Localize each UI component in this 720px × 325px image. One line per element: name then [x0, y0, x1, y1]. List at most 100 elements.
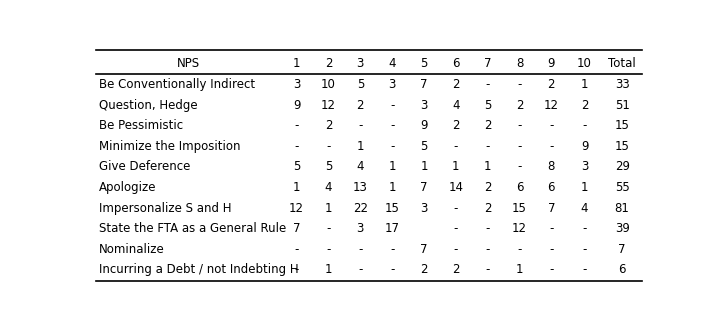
- Text: 1: 1: [325, 263, 332, 276]
- Text: Question, Hedge: Question, Hedge: [99, 98, 198, 111]
- Text: State the FTA as a General Rule: State the FTA as a General Rule: [99, 222, 287, 235]
- Text: -: -: [517, 243, 522, 256]
- Text: -: -: [582, 243, 587, 256]
- Text: 15: 15: [615, 140, 629, 153]
- Text: 1: 1: [293, 181, 300, 194]
- Text: 3: 3: [293, 78, 300, 91]
- Text: Give Deference: Give Deference: [99, 160, 191, 173]
- Text: -: -: [485, 263, 490, 276]
- Text: -: -: [485, 243, 490, 256]
- Text: 5: 5: [484, 98, 491, 111]
- Text: 33: 33: [615, 78, 629, 91]
- Text: 9: 9: [420, 119, 428, 132]
- Text: -: -: [549, 222, 554, 235]
- Text: 12: 12: [512, 222, 527, 235]
- Text: 1: 1: [293, 58, 300, 71]
- Text: 4: 4: [325, 181, 332, 194]
- Text: 7: 7: [420, 181, 428, 194]
- Text: 4: 4: [388, 58, 396, 71]
- Text: 1: 1: [516, 263, 523, 276]
- Text: 7: 7: [484, 58, 491, 71]
- Text: 1: 1: [581, 181, 588, 194]
- Text: Total: Total: [608, 58, 636, 71]
- Text: 1: 1: [388, 160, 396, 173]
- Text: 1: 1: [452, 160, 459, 173]
- Text: 2: 2: [484, 181, 491, 194]
- Text: Impersonalize S and H: Impersonalize S and H: [99, 202, 232, 214]
- Text: -: -: [326, 140, 330, 153]
- Text: -: -: [358, 243, 362, 256]
- Text: 4: 4: [581, 202, 588, 214]
- Text: 7: 7: [618, 243, 626, 256]
- Text: 14: 14: [449, 181, 463, 194]
- Text: 5: 5: [420, 58, 428, 71]
- Text: 3: 3: [581, 160, 588, 173]
- Text: 2: 2: [452, 78, 459, 91]
- Text: 39: 39: [615, 222, 629, 235]
- Text: -: -: [549, 140, 554, 153]
- Text: -: -: [582, 119, 587, 132]
- Text: 15: 15: [615, 119, 629, 132]
- Text: 3: 3: [420, 98, 428, 111]
- Text: 3: 3: [420, 202, 428, 214]
- Text: 5: 5: [325, 160, 332, 173]
- Text: -: -: [326, 222, 330, 235]
- Text: 55: 55: [615, 181, 629, 194]
- Text: 5: 5: [420, 140, 428, 153]
- Text: 7: 7: [420, 78, 428, 91]
- Text: 8: 8: [516, 58, 523, 71]
- Text: 7: 7: [420, 243, 428, 256]
- Text: 1: 1: [388, 181, 396, 194]
- Text: -: -: [517, 119, 522, 132]
- Text: -: -: [549, 119, 554, 132]
- Text: 2: 2: [325, 119, 332, 132]
- Text: 2: 2: [420, 263, 428, 276]
- Text: 3: 3: [356, 222, 364, 235]
- Text: 4: 4: [452, 98, 459, 111]
- Text: Apologize: Apologize: [99, 181, 157, 194]
- Text: Be Pessimistic: Be Pessimistic: [99, 119, 184, 132]
- Text: 2: 2: [516, 98, 523, 111]
- Text: 2: 2: [547, 78, 555, 91]
- Text: 5: 5: [293, 160, 300, 173]
- Text: -: -: [485, 140, 490, 153]
- Text: -: -: [549, 263, 554, 276]
- Text: 9: 9: [581, 140, 588, 153]
- Text: 81: 81: [615, 202, 629, 214]
- Text: -: -: [454, 222, 458, 235]
- Text: 12: 12: [544, 98, 559, 111]
- Text: -: -: [294, 243, 299, 256]
- Text: -: -: [326, 243, 330, 256]
- Text: 1: 1: [420, 160, 428, 173]
- Text: -: -: [390, 98, 395, 111]
- Text: 10: 10: [577, 58, 592, 71]
- Text: 10: 10: [321, 78, 336, 91]
- Text: -: -: [582, 222, 587, 235]
- Text: Incurring a Debt / not Indebting H: Incurring a Debt / not Indebting H: [99, 263, 299, 276]
- Text: 7: 7: [293, 222, 300, 235]
- Text: -: -: [485, 222, 490, 235]
- Text: Minimize the Imposition: Minimize the Imposition: [99, 140, 240, 153]
- Text: 1: 1: [325, 202, 332, 214]
- Text: 6: 6: [618, 263, 626, 276]
- Text: 1: 1: [356, 140, 364, 153]
- Text: -: -: [582, 263, 587, 276]
- Text: 3: 3: [389, 78, 396, 91]
- Text: 29: 29: [615, 160, 630, 173]
- Text: -: -: [294, 119, 299, 132]
- Text: -: -: [294, 140, 299, 153]
- Text: 6: 6: [452, 58, 459, 71]
- Text: -: -: [390, 140, 395, 153]
- Text: 3: 3: [356, 58, 364, 71]
- Text: -: -: [485, 78, 490, 91]
- Text: 13: 13: [353, 181, 368, 194]
- Text: 5: 5: [356, 78, 364, 91]
- Text: 2: 2: [484, 119, 491, 132]
- Text: Nominalize: Nominalize: [99, 243, 165, 256]
- Text: -: -: [294, 263, 299, 276]
- Text: -: -: [454, 140, 458, 153]
- Text: 2: 2: [356, 98, 364, 111]
- Text: -: -: [517, 160, 522, 173]
- Text: -: -: [390, 243, 395, 256]
- Text: 8: 8: [548, 160, 555, 173]
